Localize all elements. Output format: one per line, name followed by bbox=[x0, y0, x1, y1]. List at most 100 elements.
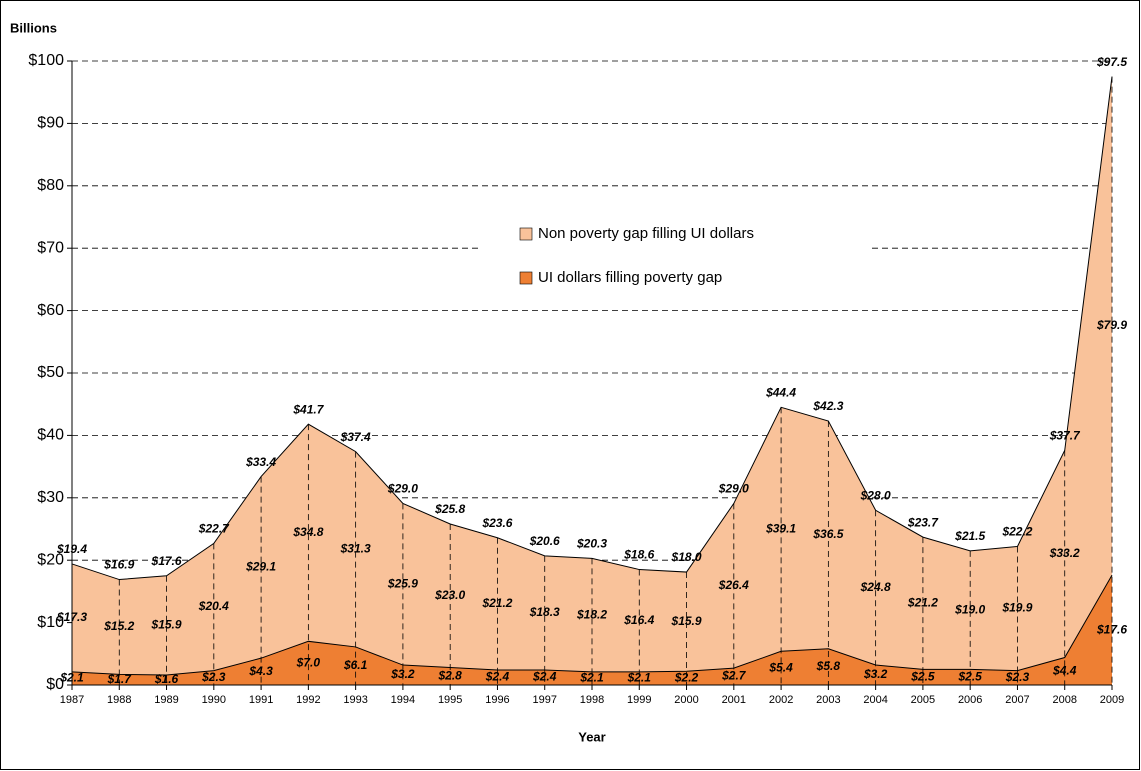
y-tick-label: $90 bbox=[37, 115, 64, 132]
total-label: $97.5 bbox=[1096, 55, 1127, 69]
total-label: $44.4 bbox=[765, 385, 796, 399]
x-tick-label: 1993 bbox=[343, 694, 367, 706]
legend-box bbox=[482, 215, 870, 301]
value-label: $2.7 bbox=[721, 669, 747, 683]
value-label: $19.9 bbox=[1001, 601, 1032, 615]
value-label: $2.4 bbox=[532, 670, 557, 684]
value-label: $6.1 bbox=[343, 658, 368, 672]
x-tick-label: 2006 bbox=[958, 694, 982, 706]
x-tick-label: 1996 bbox=[485, 694, 509, 706]
value-label: $1.7 bbox=[107, 672, 133, 686]
value-label: $15.9 bbox=[671, 614, 702, 628]
total-label: $41.7 bbox=[292, 402, 324, 416]
total-label: $28.0 bbox=[860, 488, 891, 502]
legend-label: Non poverty gap filling UI dollars bbox=[538, 225, 754, 242]
total-label: $23.7 bbox=[907, 515, 939, 529]
value-label: $25.9 bbox=[387, 576, 418, 590]
total-label: $25.8 bbox=[434, 502, 465, 516]
y-tick-label: $80 bbox=[37, 177, 64, 194]
x-tick-label: 2007 bbox=[1005, 694, 1029, 706]
x-tick-label: 2009 bbox=[1100, 694, 1124, 706]
x-tick-label: 2003 bbox=[816, 694, 840, 706]
total-label: $37.7 bbox=[1049, 429, 1081, 443]
x-tick-label: 2001 bbox=[722, 694, 746, 706]
total-label: $42.3 bbox=[812, 399, 843, 413]
x-tick-label: 1995 bbox=[438, 694, 462, 706]
total-label: $29.0 bbox=[718, 482, 749, 496]
total-label: $37.4 bbox=[340, 430, 371, 444]
y-tick-label: $10 bbox=[37, 614, 64, 631]
value-label: $17.6 bbox=[1096, 622, 1127, 636]
x-tick-label: 2005 bbox=[911, 694, 935, 706]
total-label: $23.6 bbox=[481, 516, 512, 530]
value-label: $2.4 bbox=[485, 670, 510, 684]
x-axis-label: Year bbox=[578, 729, 605, 744]
x-tick-label: 1998 bbox=[580, 694, 604, 706]
value-label: $15.9 bbox=[151, 618, 182, 632]
value-label: $26.4 bbox=[718, 578, 749, 592]
x-tick-label: 1987 bbox=[60, 694, 84, 706]
x-tick-label: 1994 bbox=[391, 694, 415, 706]
area-upper bbox=[72, 76, 1112, 676]
value-label: $39.1 bbox=[765, 521, 796, 535]
value-label: $2.5 bbox=[910, 669, 935, 683]
value-label: $29.1 bbox=[245, 560, 276, 574]
total-label: $29.0 bbox=[387, 482, 418, 496]
value-label: $19.0 bbox=[954, 602, 985, 616]
x-tick-label: 2008 bbox=[1052, 694, 1076, 706]
value-label: $18.2 bbox=[576, 607, 607, 621]
y-tick-label: $70 bbox=[37, 239, 64, 256]
legend-swatch bbox=[519, 271, 533, 285]
value-label: $2.8 bbox=[438, 668, 463, 682]
x-tick-label: 1999 bbox=[627, 694, 651, 706]
x-tick-label: 2000 bbox=[674, 694, 698, 706]
value-label: $4.4 bbox=[1052, 663, 1077, 677]
value-label: $3.2 bbox=[390, 667, 415, 681]
y-tick-label: $30 bbox=[37, 489, 64, 506]
total-label: $16.9 bbox=[103, 558, 134, 572]
x-tick-label: 2002 bbox=[769, 694, 793, 706]
value-label: $23.0 bbox=[434, 588, 465, 602]
x-tick-label: 1992 bbox=[296, 694, 320, 706]
value-label: $2.3 bbox=[201, 670, 226, 684]
total-label: $20.6 bbox=[529, 534, 560, 548]
value-label: $18.3 bbox=[529, 605, 560, 619]
value-label: $20.4 bbox=[198, 599, 229, 613]
y-tick-label: $60 bbox=[37, 302, 64, 319]
x-tick-label: 1989 bbox=[154, 694, 178, 706]
value-label: $5.4 bbox=[768, 660, 793, 674]
x-tick-label: 1991 bbox=[249, 694, 273, 706]
value-label: $3.2 bbox=[863, 667, 888, 681]
y-tick-label: $50 bbox=[37, 364, 64, 381]
value-label: $33.2 bbox=[1049, 546, 1080, 560]
value-label: $2.1 bbox=[627, 671, 652, 685]
value-label: $15.2 bbox=[103, 619, 134, 633]
value-label: $31.3 bbox=[340, 541, 371, 555]
value-label: $16.4 bbox=[623, 613, 654, 627]
total-label: $18.0 bbox=[671, 550, 702, 564]
x-tick-label: 1997 bbox=[532, 694, 556, 706]
y-tick-label: $20 bbox=[37, 551, 64, 568]
y-tick-label: $0 bbox=[46, 676, 64, 693]
total-label: $17.6 bbox=[151, 554, 182, 568]
value-label: $36.5 bbox=[812, 527, 843, 541]
y-tick-label: $100 bbox=[28, 52, 64, 69]
x-tick-label: 2004 bbox=[863, 694, 887, 706]
y-tick-label: $40 bbox=[37, 427, 64, 444]
value-label: $21.2 bbox=[907, 595, 938, 609]
legend-swatch bbox=[519, 227, 533, 241]
value-label: $21.2 bbox=[481, 596, 512, 610]
total-label: $18.6 bbox=[623, 548, 654, 562]
value-label: $79.9 bbox=[1096, 318, 1127, 332]
value-label: $2.3 bbox=[1005, 670, 1030, 684]
value-label: $1.6 bbox=[154, 672, 179, 686]
total-label: $20.3 bbox=[576, 536, 607, 550]
value-label: $5.8 bbox=[816, 659, 841, 673]
x-tick-label: 1990 bbox=[202, 694, 226, 706]
total-label: $22.2 bbox=[1001, 525, 1032, 539]
area-lower bbox=[72, 575, 1112, 685]
value-label: $7.0 bbox=[296, 655, 321, 669]
legend-label: UI dollars filling poverty gap bbox=[538, 269, 722, 286]
value-label: $2.1 bbox=[579, 671, 604, 685]
